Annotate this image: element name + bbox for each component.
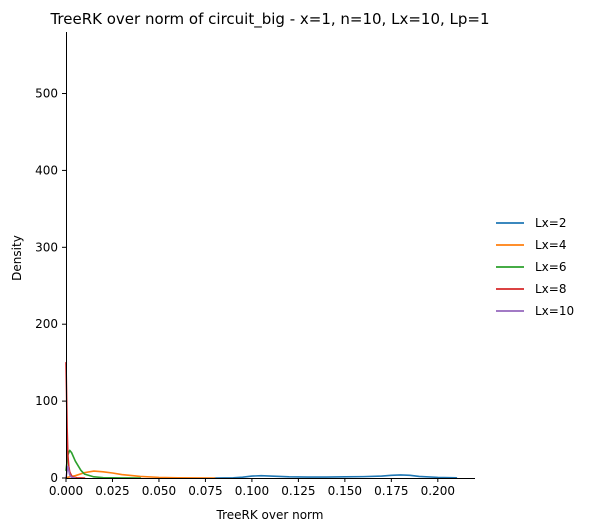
legend-label-lx-6: Lx=6 [535,260,566,274]
legend-label-lx-8: Lx=8 [535,282,566,296]
chart-title: TreeRK over norm of circuit_big - x=1, n… [49,10,489,29]
x-tick-label: 0.175 [374,484,408,498]
plot-area [65,361,458,479]
y-tick-label: 0 [50,471,58,485]
x-ticks: 0.000 0.025 0.050 0.075 0.100 0.125 0.150 0.175… [49,478,455,498]
y-tick-label: 500 [35,87,58,101]
x-tick-label: 0.050 [142,484,176,498]
x-tick-label: 0.150 [328,484,362,498]
x-tick-label: 0.000 [49,484,83,498]
y-tick-label: 100 [35,394,58,408]
x-tick-label: 0.100 [235,484,269,498]
y-tick-label: 200 [35,317,58,331]
y-axis-label: Density [10,235,24,281]
legend-label-lx-10: Lx=10 [535,304,574,318]
series-line-lx-6 [65,449,142,479]
y-tick-label: 400 [35,163,58,177]
legend: Lx=2 Lx=4 Lx=6 Lx=8 Lx=10 [496,216,574,318]
x-tick-label: 0.075 [188,484,222,498]
x-tick-label: 0.025 [95,484,129,498]
x-tick-label: 0.200 [421,484,455,498]
x-tick-label: 0.125 [281,484,315,498]
series-line-lx-2 [213,474,458,479]
y-ticks: 0 100 200 300 400 500 [35,87,66,485]
legend-label-lx-4: Lx=4 [535,238,566,252]
x-axis-label: TreeRK over norm [216,508,324,522]
y-tick-label: 300 [35,240,58,254]
legend-label-lx-2: Lx=2 [535,216,566,230]
